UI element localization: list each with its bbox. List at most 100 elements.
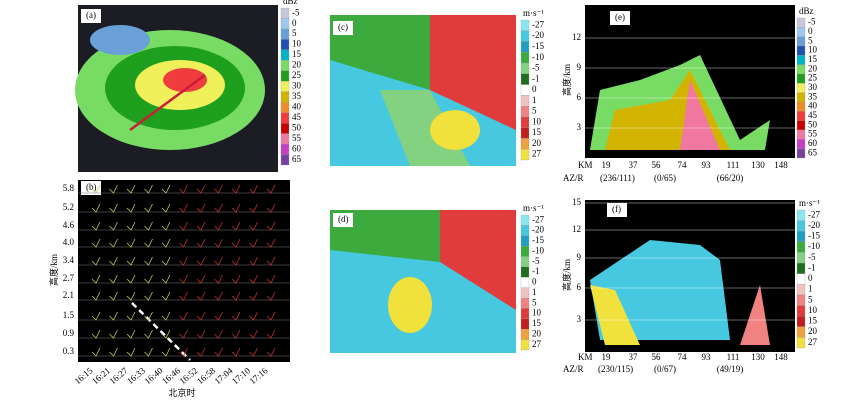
colorbar-swatch (796, 139, 806, 149)
x-tick-label: 16:15 (72, 365, 95, 386)
az-label: AZ/R (563, 173, 584, 183)
panel-label: (b) (86, 182, 97, 192)
colorbar-swatch (280, 91, 290, 103)
colorbar-unit: m·s⁻¹ (523, 203, 544, 213)
colorbar-swatch (796, 64, 806, 75)
az-value: (49/19) (717, 364, 744, 374)
colorbar-tick-label: 65 (292, 154, 302, 164)
colorbar-swatch (520, 339, 530, 351)
wind-barb (231, 221, 241, 231)
colorbar-swatch (796, 148, 806, 159)
panel-label-bg (333, 21, 353, 35)
wind-barb (231, 274, 241, 284)
y-tick-label: 3 (577, 122, 582, 132)
colorbar-swatch (520, 266, 530, 278)
wind-barb (109, 347, 118, 357)
colorbar-tick-label: 20 (808, 63, 818, 73)
colorbar-swatch (520, 287, 530, 299)
panel-label: (a) (86, 10, 96, 20)
wind-barb (91, 329, 101, 339)
x-tick-label: 16:33 (125, 365, 148, 386)
colorbar-swatch (520, 329, 530, 340)
wind-barb (231, 203, 241, 213)
colorbar-swatch (520, 52, 530, 64)
colorbar-swatch (796, 273, 806, 285)
colorbar-tick-label: -1 (532, 73, 540, 83)
y-tick-label: 6 (577, 282, 582, 292)
wind-barb (161, 291, 171, 301)
colorbar-tick-label: -5 (808, 17, 816, 27)
colorbar-tick-label: 15 (532, 318, 542, 328)
colorbar-swatch (796, 45, 806, 56)
colorbar-tick-label: -20 (532, 225, 544, 235)
colorbar-swatch (520, 277, 530, 288)
az-value: (66/20) (717, 173, 744, 183)
y-tick-label: 1.5 (63, 310, 75, 320)
y-tick-label: 2.7 (63, 273, 75, 283)
colorbar-swatch (520, 138, 530, 150)
colorbar-tick-label: 60 (808, 138, 818, 148)
colorbar-tick-label: -20 (808, 220, 820, 230)
wind-barb (249, 291, 258, 301)
colorbar-unit: dBz (799, 6, 814, 16)
labels: (a)(b)(c)(d)(e)(f)dBz-505101520253035404… (48, 0, 820, 398)
x-axis-label: 北京时 (168, 387, 195, 398)
wind-barb (144, 256, 153, 266)
wind-barb (91, 203, 101, 213)
colorbar-tick-label: 20 (292, 60, 302, 70)
wind-barb (179, 311, 188, 321)
wind-barb (249, 329, 258, 339)
y-tick-label: 2.1 (63, 290, 74, 300)
wind-barb (161, 184, 171, 194)
wind-barb (109, 329, 118, 339)
wind-barb (196, 184, 206, 194)
x-tick-label: 17:16 (247, 365, 270, 386)
panel-d-image (330, 210, 516, 353)
colorbar-tick-label: 40 (808, 101, 818, 111)
wind-barb (214, 238, 223, 248)
colorbar-tick-label: 30 (808, 82, 818, 92)
wind-barb (266, 347, 276, 357)
panel-label-bg (333, 213, 353, 227)
colorbar-swatch (796, 83, 806, 93)
colorbar-tick-label: 35 (808, 91, 818, 101)
colorbar-tick-label: -10 (532, 245, 544, 255)
colorbar-tick-label: 25 (808, 73, 818, 83)
colorbar-swatch (796, 111, 806, 121)
wind-barb (249, 221, 258, 231)
x-tick-label: 56 (652, 160, 662, 170)
wind-barb (179, 238, 188, 248)
colorbar-swatch (280, 70, 290, 82)
colorbar-tick-label: 5 (808, 35, 813, 45)
x-tick-label: KM (578, 160, 593, 170)
wind-barb (214, 203, 223, 213)
wind-barb (126, 311, 136, 321)
wind-barb (91, 184, 101, 194)
colorbar-tick-label: -15 (808, 231, 820, 241)
wind-barb (126, 291, 136, 301)
wind-barb (144, 311, 153, 321)
colorbar-tick-label: 20 (532, 138, 542, 148)
colorbar-tick-label: -20 (532, 30, 544, 40)
colorbar-tick-label: 45 (292, 112, 302, 122)
wind-barb (196, 238, 206, 248)
wind-barb (231, 329, 241, 339)
wind-barb (266, 329, 276, 339)
colorbar-tick-label: 27 (808, 337, 818, 347)
wind-barb (144, 329, 153, 339)
x-tick-label: 130 (751, 352, 765, 362)
wind-barb (126, 203, 136, 213)
panel-label: (c) (338, 22, 348, 32)
wind-barb (144, 184, 153, 194)
panel-f-image (585, 200, 795, 352)
wind-barb (179, 274, 188, 284)
y-tick-label: 9 (577, 252, 582, 262)
colorbar-swatch (280, 154, 290, 166)
az-value: (236/111) (600, 173, 635, 183)
colorbar-swatch (796, 36, 806, 47)
wind-barb (214, 329, 223, 339)
wind-barb (109, 203, 118, 213)
colorbar-tick-label: 20 (808, 326, 818, 336)
colorbar-swatch (520, 214, 530, 226)
